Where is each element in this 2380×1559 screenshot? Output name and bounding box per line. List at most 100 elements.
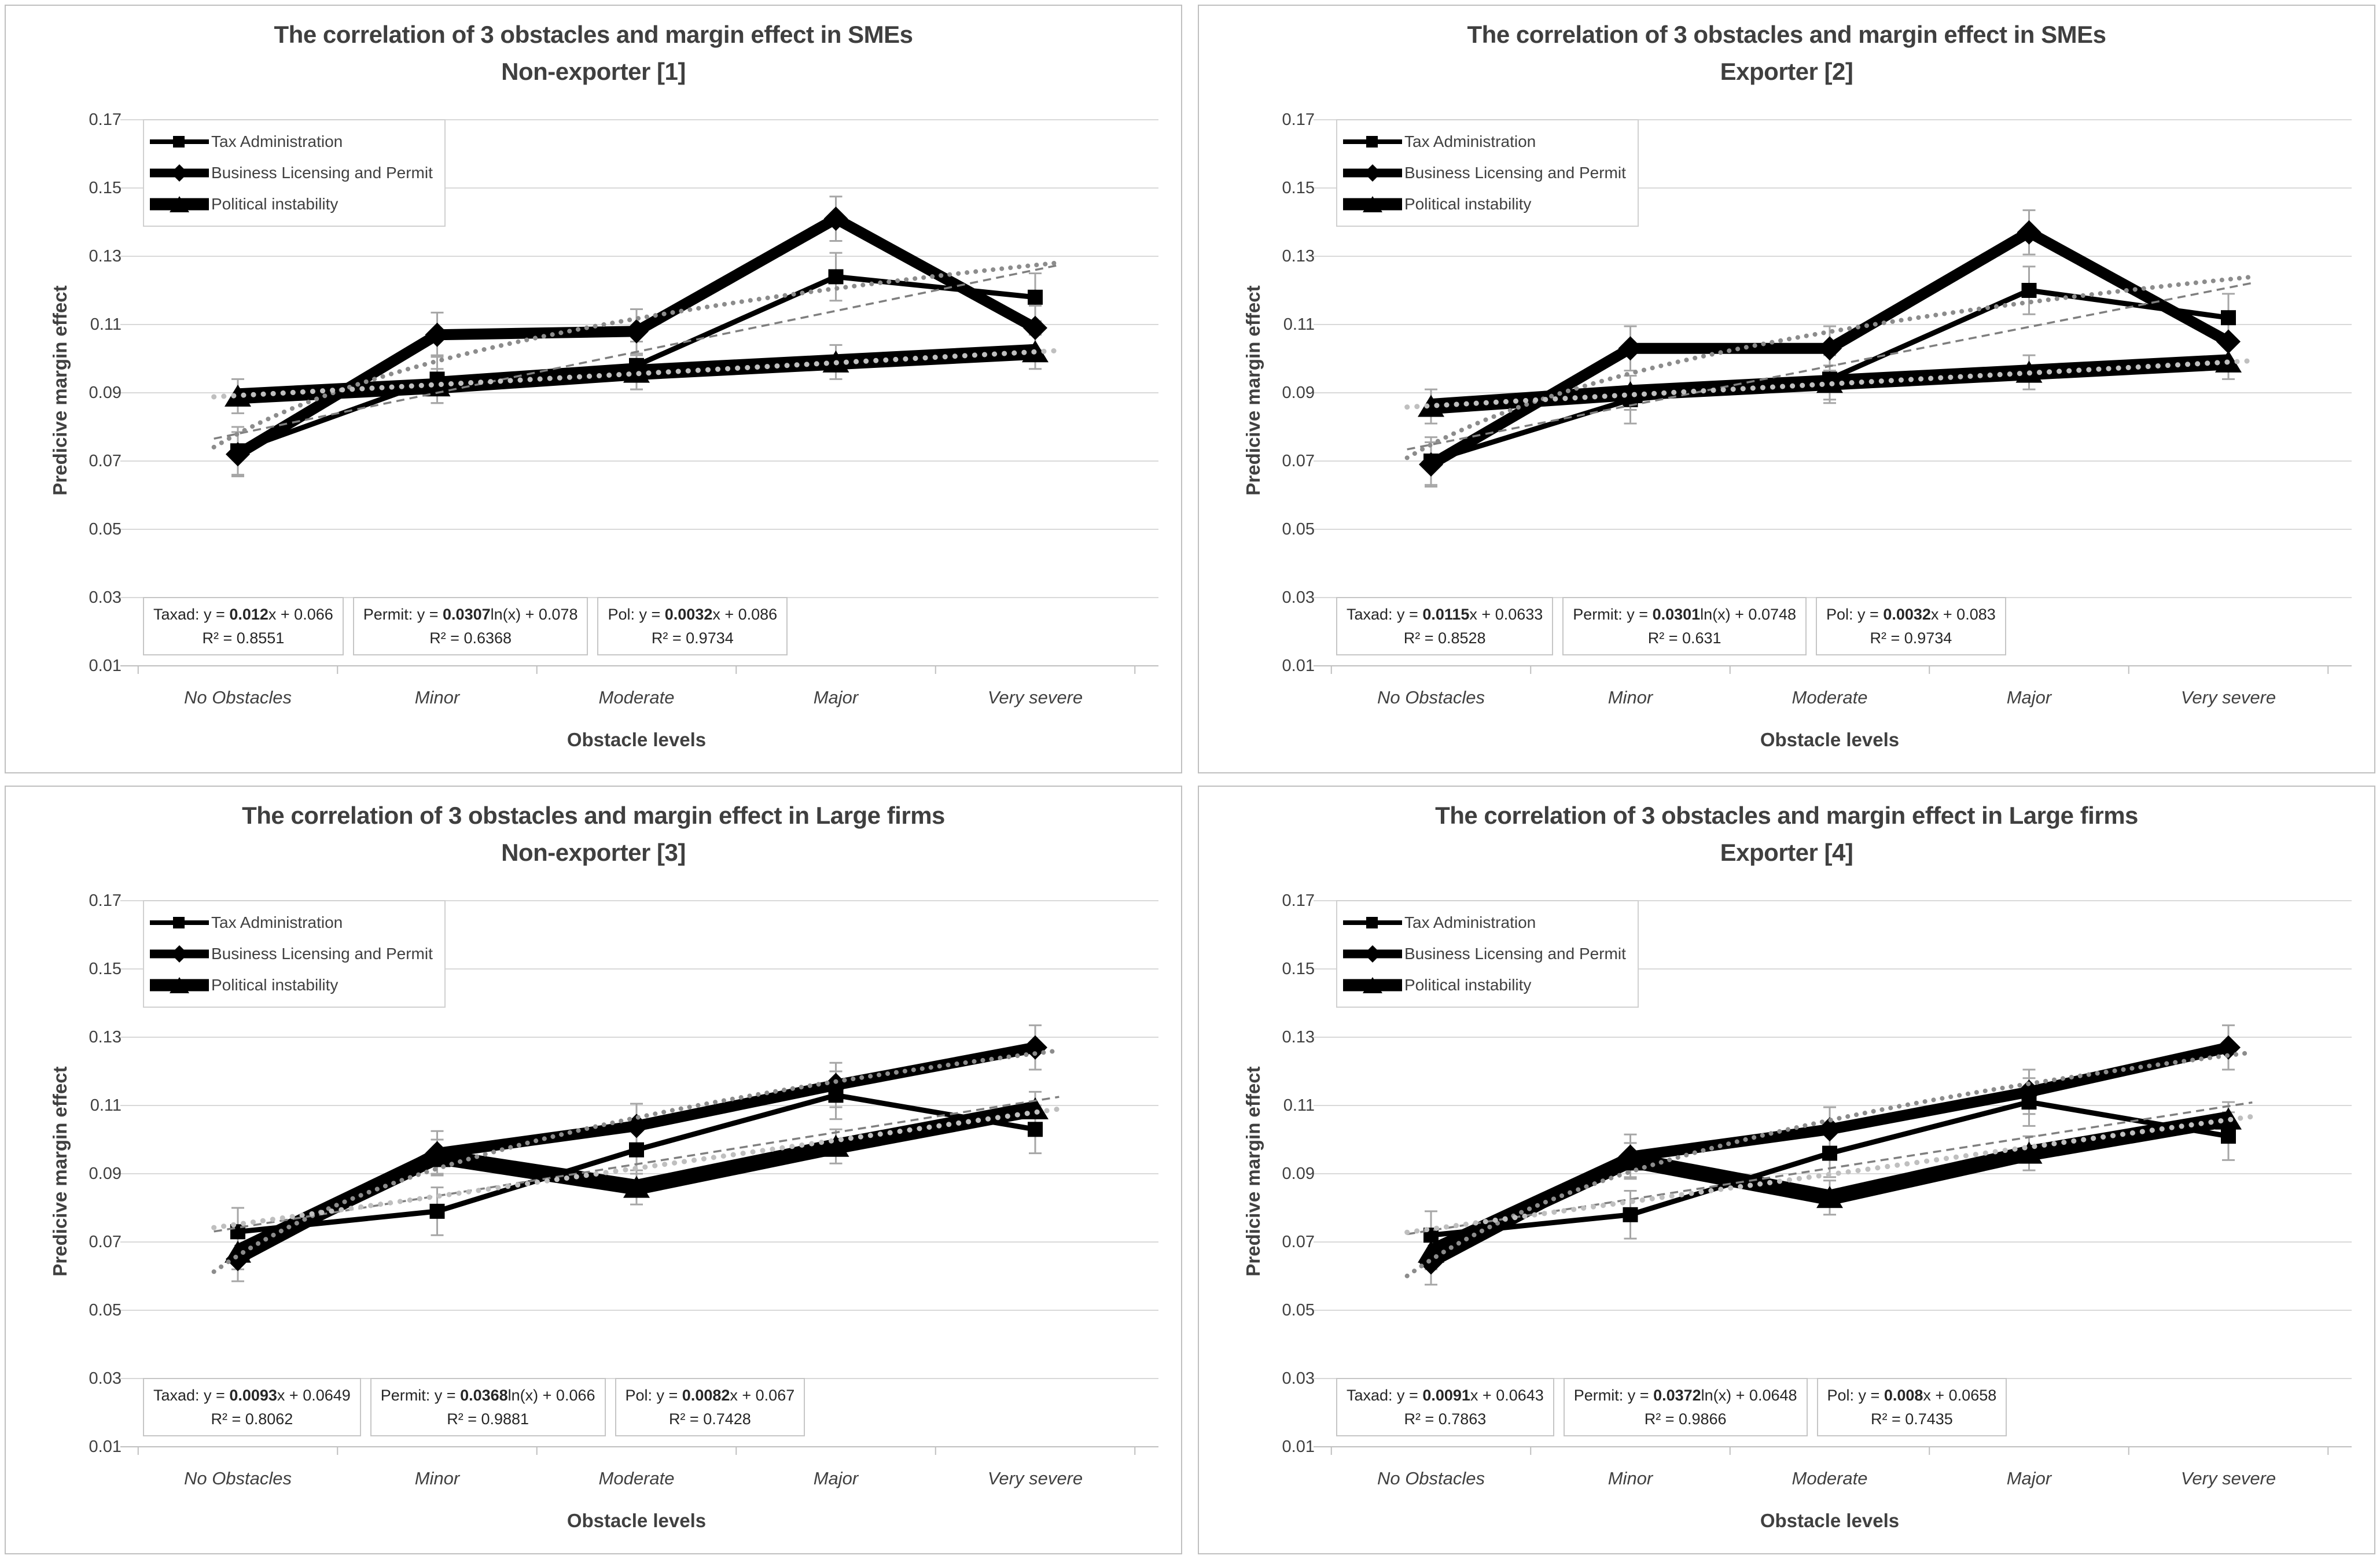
equation-r2: R² = 0.7428 xyxy=(668,1410,751,1428)
y-axis-tick-label: 0.15 xyxy=(1282,960,1315,978)
legend-label: Business Licensing and Permit xyxy=(1404,945,1626,963)
marker-diamond xyxy=(1023,1035,1047,1060)
equation-coef: 0.0115 xyxy=(1422,606,1470,623)
marker-diamond xyxy=(1818,336,1842,361)
equation-box-taxad: Taxad: y = 0.0093x + 0.0649 R² = 0.8062 xyxy=(143,1378,361,1436)
y-axis-tick-label: 0.05 xyxy=(89,520,122,539)
chart-plot-area xyxy=(1314,119,2352,674)
equation-row: Taxad: y = 0.0091x + 0.0643 R² = 0.7863 P… xyxy=(1336,1378,2007,1436)
equation-box-pol: Pol: y = 0.0082x + 0.067 R² = 0.7428 xyxy=(615,1378,805,1436)
marker-square xyxy=(1822,1145,1837,1161)
permit-line-swatch-icon xyxy=(150,945,209,963)
equation-text: Pol: y = xyxy=(625,1387,682,1404)
equation-text: Taxad: y = xyxy=(153,606,230,623)
equation-coef: 0.0032 xyxy=(664,606,713,623)
x-axis-category-label: Very severe xyxy=(2180,1468,2276,1488)
equation-text: x + 0.067 xyxy=(730,1387,795,1404)
marker-triangle xyxy=(822,1134,849,1157)
x-axis-category-label: No Obstacles xyxy=(1377,687,1485,707)
legend-item-tax-administration: Tax Administration xyxy=(1342,126,1626,157)
legend-item-business-licensing: Business Licensing and Permit xyxy=(1342,938,1626,970)
equation-coef: 0.0082 xyxy=(682,1387,730,1404)
equation-text: Pol: y = xyxy=(1827,1387,1884,1404)
equation-box-permit: Permit: y = 0.0372ln(x) + 0.0648 R² = 0.9… xyxy=(1563,1378,1808,1436)
marker-square xyxy=(2021,283,2037,298)
equation-text: Pol: y = xyxy=(608,606,665,623)
chart-title-line2: Non-exporter [1] xyxy=(501,58,686,85)
equation-box-pol: Pol: y = 0.008x + 0.0658 R² = 0.7435 xyxy=(1816,1378,2007,1436)
legend-label: Political instability xyxy=(211,976,339,994)
equation-text: x + 0.086 xyxy=(712,606,778,623)
permit-line-swatch-icon xyxy=(150,164,209,182)
equation-text: ln(x) + 0.078 xyxy=(490,606,578,623)
y-axis-tick-label: 0.13 xyxy=(1282,247,1315,266)
y-axis-tick-label: 0.11 xyxy=(90,1096,122,1115)
chart-plot-area xyxy=(120,119,1158,674)
equation-box-pol: Pol: y = 0.0032x + 0.083 R² = 0.9734 xyxy=(1816,597,2006,655)
chart-plot-area xyxy=(120,900,1158,1455)
y-axis-tick-label: 0.13 xyxy=(1282,1028,1315,1046)
y-axis-tick-label: 0.05 xyxy=(1282,1301,1315,1320)
legend-label: Business Licensing and Permit xyxy=(211,945,433,963)
y-axis-tick-label: 0.17 xyxy=(1282,891,1315,910)
legend-label: Tax Administration xyxy=(211,132,343,150)
equation-coef: 0.0301 xyxy=(1652,606,1701,623)
y-axis-tick-label: 0.09 xyxy=(89,1164,122,1183)
x-axis-category-label: Minor xyxy=(1607,1468,1653,1488)
marker-triangle xyxy=(424,374,451,397)
equation-box-permit: Permit: y = 0.0368ln(x) + 0.066 R² = 0.98… xyxy=(370,1378,606,1436)
chart-title-line1: The correlation of 3 obstacles and margi… xyxy=(274,21,913,48)
x-axis-category-label: Very severe xyxy=(987,1468,1083,1488)
legend-box: Tax Administration Business Licensing an… xyxy=(143,119,446,227)
legend-item-business-licensing: Business Licensing and Permit xyxy=(149,157,433,189)
x-axis-title: Obstacle levels xyxy=(1760,729,1900,750)
x-axis-category-label: Moderate xyxy=(1792,1468,1868,1488)
legend-label: Political instability xyxy=(1404,976,1532,994)
x-axis-category-label: Major xyxy=(813,687,859,707)
equation-row: Taxad: y = 0.0115x + 0.0633 R² = 0.8528 P… xyxy=(1336,597,2006,655)
x-axis-title: Obstacle levels xyxy=(567,1510,707,1531)
marker-triangle xyxy=(424,1145,451,1167)
equation-text: Permit: y = xyxy=(1573,1387,1654,1404)
equation-coef: 0.0032 xyxy=(1883,606,1931,623)
equation-r2: R² = 0.8528 xyxy=(1403,629,1486,647)
marker-diamond xyxy=(425,322,450,347)
equation-text: ln(x) + 0.0648 xyxy=(1701,1387,1797,1404)
y-axis-tick-label: 0.07 xyxy=(89,1233,122,1251)
x-axis-category-label: No Obstacles xyxy=(183,687,292,707)
legend-box: Tax Administration Business Licensing an… xyxy=(1336,119,1639,227)
equation-row: Taxad: y = 0.012x + 0.066 R² = 0.8551 Per… xyxy=(143,597,788,655)
y-axis-tick-label: 0.15 xyxy=(89,960,122,978)
equation-text: x + 0.0633 xyxy=(1469,606,1543,623)
trend-line-triangle xyxy=(211,348,1062,400)
equation-box-permit: Permit: y = 0.0301ln(x) + 0.0748 R² = 0.6… xyxy=(1562,597,1807,655)
y-axis-tick-label: 0.15 xyxy=(89,179,122,197)
equation-coef: 0.012 xyxy=(229,606,268,623)
y-axis-tick-label: 0.07 xyxy=(1282,452,1315,470)
marker-diamond xyxy=(1023,315,1047,340)
equation-r2: R² = 0.9866 xyxy=(1644,1410,1727,1428)
trend-line-triangle xyxy=(1404,1114,2255,1235)
y-axis-tick-label: 0.17 xyxy=(89,891,122,910)
equation-text: Taxad: y = xyxy=(153,1387,230,1404)
x-axis-category-label: No Obstacles xyxy=(183,1468,292,1488)
marker-triangle xyxy=(1418,395,1444,417)
political-line-swatch-icon xyxy=(150,977,209,993)
marker-diamond xyxy=(823,1072,848,1097)
legend-item-business-licensing: Business Licensing and Permit xyxy=(149,938,433,970)
x-axis-category-label: Very severe xyxy=(987,687,1083,707)
y-axis-tick-label: 0.13 xyxy=(89,1028,122,1046)
y-axis-tick-label: 0.03 xyxy=(89,588,122,607)
marker-square xyxy=(629,1142,644,1158)
x-axis-category-label: Major xyxy=(813,1468,859,1488)
marker-triangle xyxy=(1816,1186,1843,1208)
legend-label: Tax Administration xyxy=(1404,913,1536,931)
trend-line-square xyxy=(1407,1101,2253,1236)
marker-square xyxy=(1623,1207,1638,1222)
x-axis-category-label: Major xyxy=(2006,687,2052,707)
equation-text: ln(x) + 0.0748 xyxy=(1700,606,1797,623)
y-axis-tick-label: 0.09 xyxy=(89,384,122,402)
trend-line-diamond xyxy=(211,260,1062,449)
marker-diamond xyxy=(823,207,848,231)
